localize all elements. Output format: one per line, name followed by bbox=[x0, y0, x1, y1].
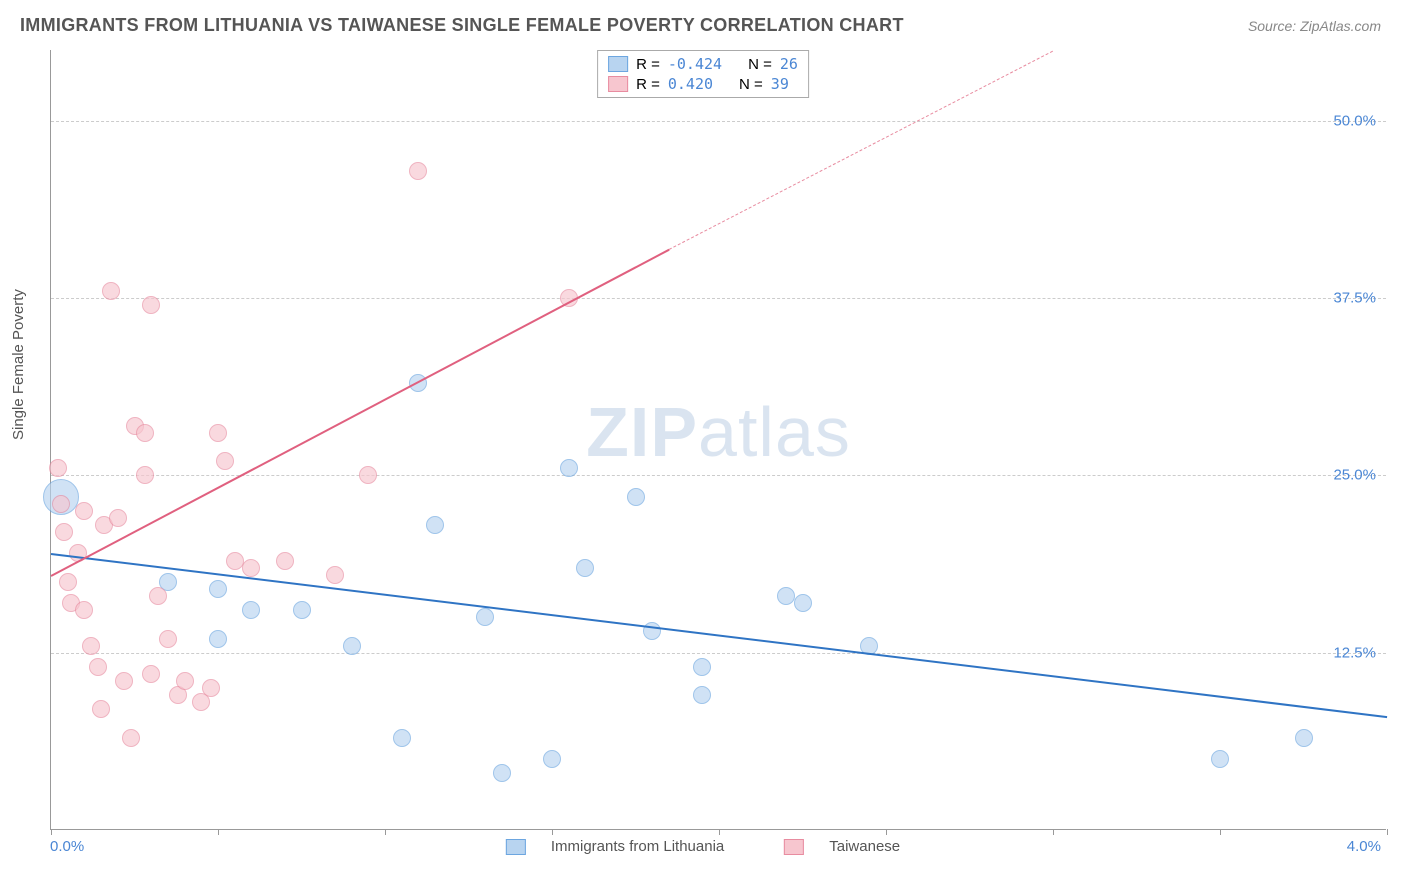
r-label: R = bbox=[636, 76, 660, 93]
data-point-taiwanese bbox=[276, 552, 294, 570]
data-point-lithuania bbox=[209, 630, 227, 648]
data-point-lithuania bbox=[627, 488, 645, 506]
data-point-lithuania bbox=[794, 594, 812, 612]
data-point-taiwanese bbox=[109, 509, 127, 527]
gridline-h bbox=[51, 475, 1386, 476]
gridline-h bbox=[51, 653, 1386, 654]
data-point-taiwanese bbox=[142, 665, 160, 683]
n-value-lithuania: 26 bbox=[780, 55, 798, 73]
data-point-taiwanese bbox=[102, 282, 120, 300]
legend-swatch-lithuania bbox=[506, 839, 526, 855]
gridline-h bbox=[51, 121, 1386, 122]
data-point-lithuania bbox=[693, 658, 711, 676]
data-point-lithuania bbox=[1211, 750, 1229, 768]
r-value-taiwanese: 0.420 bbox=[668, 75, 713, 93]
data-point-taiwanese bbox=[216, 452, 234, 470]
legend-label-lithuania: Immigrants from Lithuania bbox=[551, 838, 724, 855]
n-label: N = bbox=[748, 56, 772, 73]
data-point-taiwanese bbox=[89, 658, 107, 676]
legend-swatch-taiwanese bbox=[784, 839, 804, 855]
data-point-taiwanese bbox=[55, 523, 73, 541]
data-point-taiwanese bbox=[82, 637, 100, 655]
data-point-taiwanese bbox=[149, 587, 167, 605]
data-point-lithuania bbox=[576, 559, 594, 577]
data-point-taiwanese bbox=[75, 502, 93, 520]
gridline-h bbox=[51, 298, 1386, 299]
data-point-taiwanese bbox=[92, 700, 110, 718]
data-point-taiwanese bbox=[326, 566, 344, 584]
data-point-taiwanese bbox=[75, 601, 93, 619]
r-label: R = bbox=[636, 56, 660, 73]
data-point-taiwanese bbox=[242, 559, 260, 577]
legend-label-taiwanese: Taiwanese bbox=[829, 838, 900, 855]
data-point-taiwanese bbox=[226, 552, 244, 570]
y-tick-label: 12.5% bbox=[1333, 644, 1376, 661]
data-point-taiwanese bbox=[136, 466, 154, 484]
data-point-taiwanese bbox=[202, 679, 220, 697]
x-tick bbox=[385, 829, 386, 835]
data-point-taiwanese bbox=[122, 729, 140, 747]
y-tick-label: 25.0% bbox=[1333, 467, 1376, 484]
stats-row-taiwanese: R = 0.420 N = 39 bbox=[608, 75, 798, 93]
y-tick-label: 37.5% bbox=[1333, 290, 1376, 307]
data-point-lithuania bbox=[1295, 729, 1313, 747]
data-point-taiwanese bbox=[359, 466, 377, 484]
source-label: Source: bbox=[1248, 18, 1300, 34]
data-point-taiwanese bbox=[409, 162, 427, 180]
y-tick-label: 50.0% bbox=[1333, 112, 1376, 129]
data-point-taiwanese bbox=[59, 573, 77, 591]
source-name: ZipAtlas.com bbox=[1300, 18, 1381, 34]
chart-title: IMMIGRANTS FROM LITHUANIA VS TAIWANESE S… bbox=[20, 15, 904, 36]
watermark-bold: ZIP bbox=[586, 393, 698, 471]
data-point-lithuania bbox=[393, 729, 411, 747]
stats-row-lithuania: R = -0.424 N = 26 bbox=[608, 55, 798, 73]
data-point-lithuania bbox=[209, 580, 227, 598]
x-tick bbox=[51, 829, 52, 835]
x-axis-max-label: 4.0% bbox=[1347, 838, 1381, 855]
data-point-lithuania bbox=[426, 516, 444, 534]
x-tick bbox=[886, 829, 887, 835]
data-point-lithuania bbox=[293, 601, 311, 619]
data-point-lithuania bbox=[242, 601, 260, 619]
watermark-rest: atlas bbox=[698, 393, 851, 471]
data-point-lithuania bbox=[476, 608, 494, 626]
n-value-taiwanese: 39 bbox=[771, 75, 789, 93]
data-point-taiwanese bbox=[52, 495, 70, 513]
r-value-lithuania: -0.424 bbox=[668, 55, 722, 73]
x-tick bbox=[1220, 829, 1221, 835]
data-point-lithuania bbox=[693, 686, 711, 704]
watermark: ZIPatlas bbox=[586, 392, 851, 472]
x-tick bbox=[1387, 829, 1388, 835]
trend-line bbox=[51, 553, 1387, 718]
data-point-taiwanese bbox=[136, 424, 154, 442]
data-point-lithuania bbox=[560, 459, 578, 477]
data-point-lithuania bbox=[343, 637, 361, 655]
x-tick bbox=[552, 829, 553, 835]
data-point-lithuania bbox=[543, 750, 561, 768]
y-axis-label: Single Female Poverty bbox=[10, 289, 27, 440]
x-axis-min-label: 0.0% bbox=[50, 838, 84, 855]
data-point-taiwanese bbox=[142, 296, 160, 314]
data-point-lithuania bbox=[777, 587, 795, 605]
data-point-taiwanese bbox=[115, 672, 133, 690]
series-legend: Immigrants from Lithuania Taiwanese bbox=[506, 838, 900, 855]
correlation-stats-legend: R = -0.424 N = 26 R = 0.420 N = 39 bbox=[597, 50, 809, 98]
swatch-taiwanese bbox=[608, 76, 628, 92]
source-attribution: Source: ZipAtlas.com bbox=[1248, 18, 1381, 34]
data-point-taiwanese bbox=[159, 630, 177, 648]
x-tick bbox=[719, 829, 720, 835]
data-point-taiwanese bbox=[176, 672, 194, 690]
x-tick bbox=[1053, 829, 1054, 835]
x-tick bbox=[218, 829, 219, 835]
scatter-plot-area: ZIPatlas 12.5% 25.0% 37.5% 50.0% bbox=[50, 50, 1386, 830]
data-point-taiwanese bbox=[49, 459, 67, 477]
swatch-lithuania bbox=[608, 56, 628, 72]
data-point-taiwanese bbox=[209, 424, 227, 442]
data-point-lithuania bbox=[493, 764, 511, 782]
n-label: N = bbox=[739, 76, 763, 93]
